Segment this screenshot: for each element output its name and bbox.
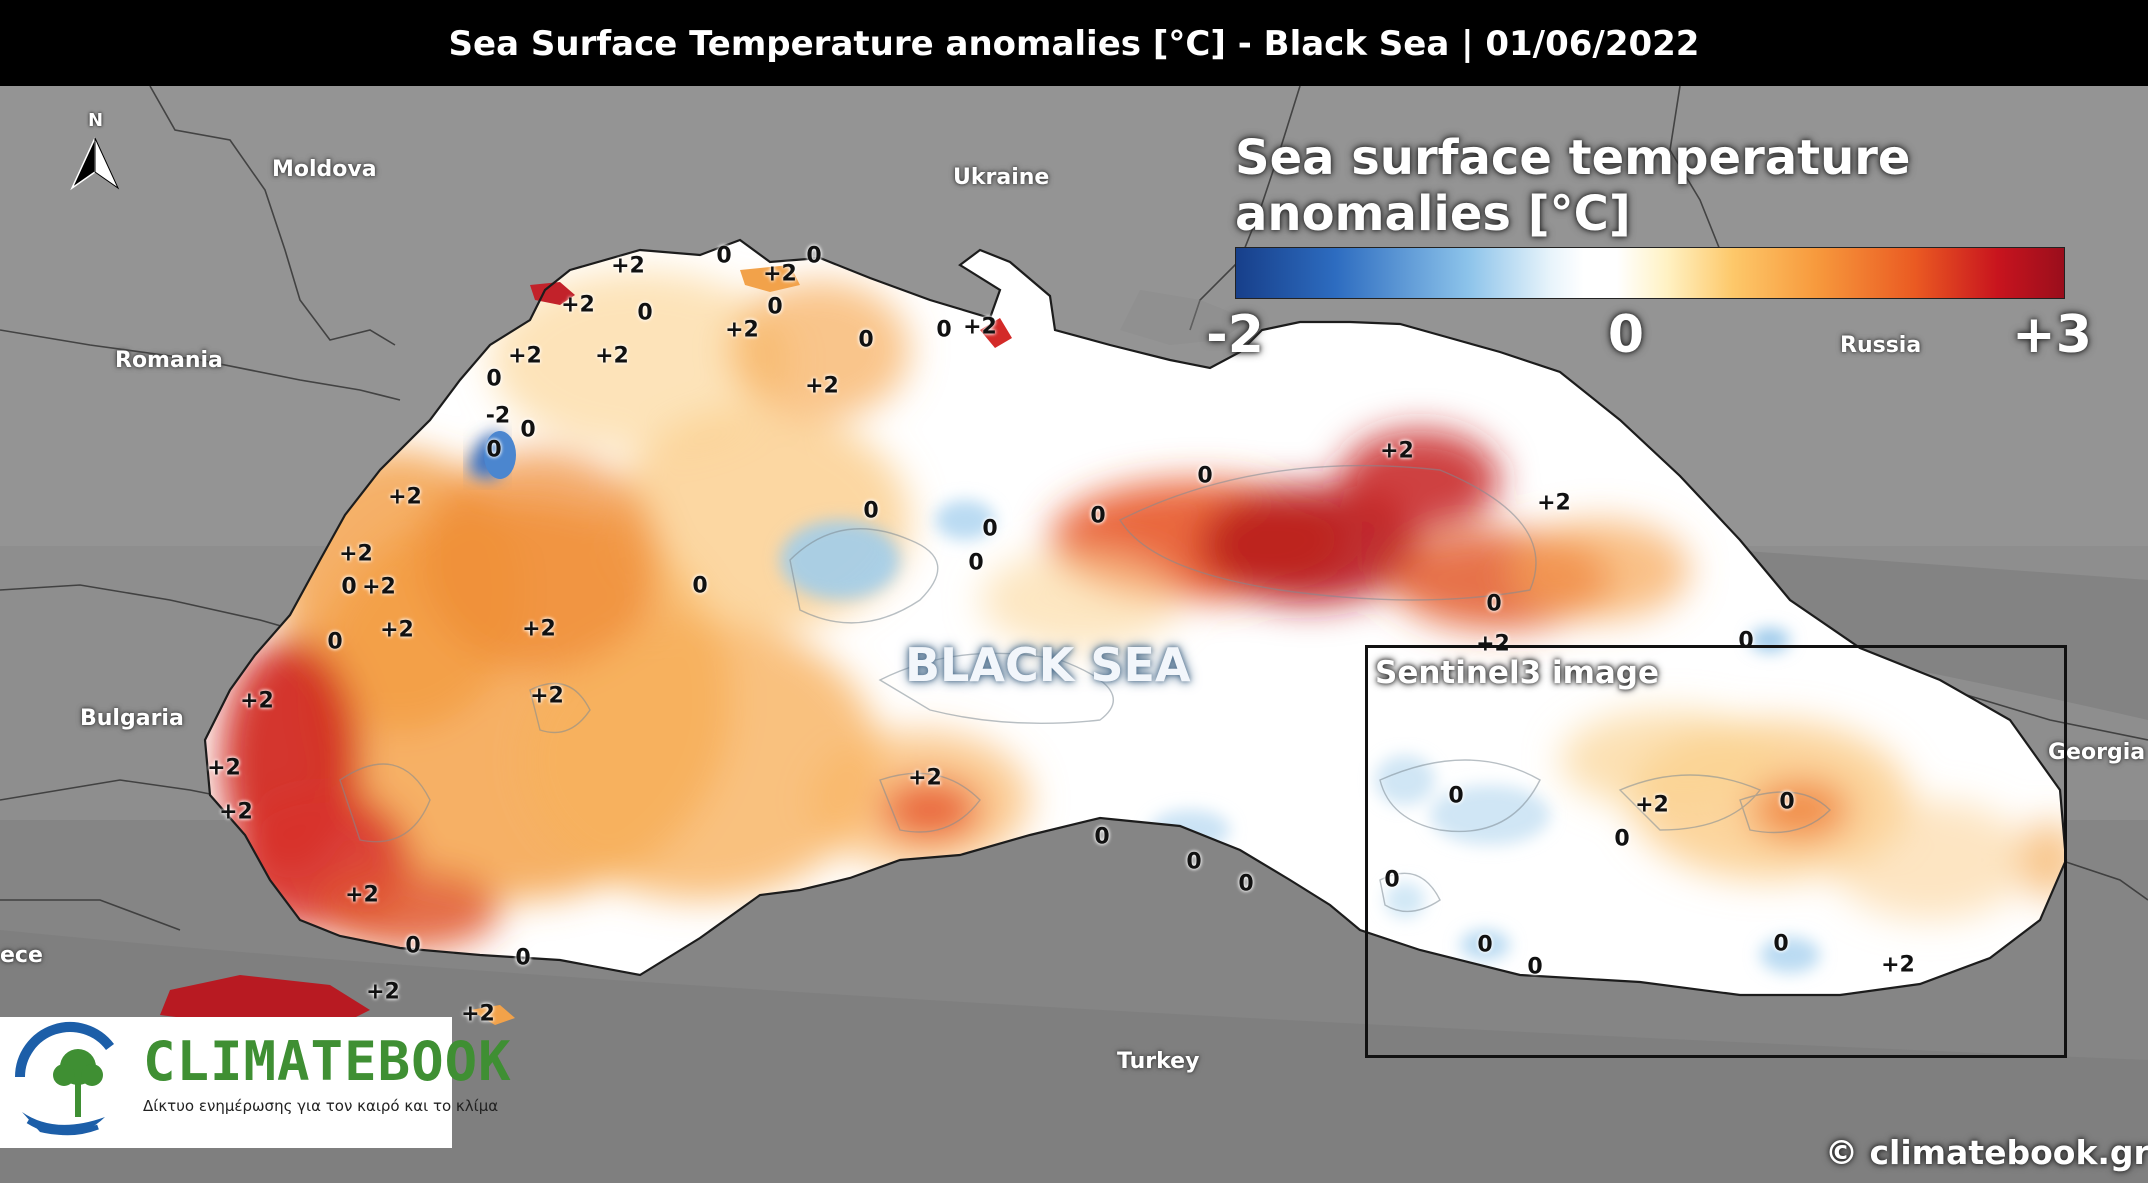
sentinel3-inset-frame — [1365, 645, 2067, 1058]
contour-label: +2 — [1881, 952, 1915, 978]
contour-label: +2 — [763, 261, 797, 287]
sentinel3-inset-label: Sentinel3 image — [1375, 655, 1660, 691]
contour-label: +2 — [1380, 438, 1414, 464]
contour-label: 0 — [1090, 503, 1106, 529]
contour-label: +2 — [366, 979, 400, 1005]
contour-label: +2 — [388, 484, 422, 510]
contour-label: +2 — [908, 765, 942, 791]
contour-label: 0 — [1477, 932, 1493, 958]
country-label-russia: Russia — [1840, 333, 1922, 358]
legend-colorbar — [1235, 247, 2065, 299]
contour-label: +2 — [522, 616, 556, 642]
contour-label: 0 — [1614, 826, 1630, 852]
contour-label: +2 — [611, 253, 645, 279]
legend-title-line1: Sea surface temperature — [1235, 130, 1911, 186]
country-label-ukraine: Ukraine — [953, 165, 1050, 190]
contour-label: 0 — [486, 437, 502, 463]
contour-label: 0 — [520, 417, 536, 443]
page-title: Sea Surface Temperature anomalies [°C] -… — [0, 0, 2148, 86]
climatebook-logo — [0, 1017, 452, 1148]
contour-label: 0 — [806, 243, 822, 269]
contour-label: +2 — [963, 314, 997, 340]
contour-label: 0 — [858, 327, 874, 353]
country-label-romania: Romania — [115, 348, 223, 373]
contour-label: +2 — [595, 343, 629, 369]
sea-of-azov — [1120, 290, 1250, 345]
contour-label: -2 — [485, 403, 511, 429]
sea-label: BLACK SEA — [905, 638, 1191, 692]
contour-label: 0 — [716, 243, 732, 269]
contour-label: 0 — [515, 945, 531, 971]
contour-label: 0 — [1384, 867, 1400, 893]
contour-label: 0 — [1486, 591, 1502, 617]
contour-label: 0 — [1779, 789, 1795, 815]
north-arrow-icon — [70, 137, 120, 191]
contour-label: 0 — [405, 933, 421, 959]
country-label-moldova: Moldova — [272, 157, 377, 182]
contour-label: 0 — [1238, 871, 1254, 897]
contour-label: 0 — [1448, 783, 1464, 809]
contour-label: +2 — [725, 317, 759, 343]
contour-label: 0 — [1773, 931, 1789, 957]
country-label-bulgaria: Bulgaria — [80, 706, 184, 731]
contour-label: 0 — [1094, 824, 1110, 850]
north-letter: N — [88, 110, 104, 131]
contour-label: +2 — [362, 574, 396, 600]
contour-label: +2 — [1537, 490, 1571, 516]
contour-label: +2 — [530, 683, 564, 709]
contour-label: 0 — [327, 629, 343, 655]
contour-label: 0 — [767, 294, 783, 320]
country-label-turkey: Turkey — [1117, 1049, 1200, 1074]
legend-tick-max: +3 — [2012, 305, 2092, 365]
contour-label: +2 — [1476, 631, 1510, 657]
legend-title: Sea surface temperature anomalies [°C] — [1235, 130, 1910, 242]
contour-label: 0 — [863, 498, 879, 524]
contour-label: +2 — [207, 755, 241, 781]
legend-tick-zero: 0 — [1607, 305, 1645, 365]
contour-label: +2 — [1635, 792, 1669, 818]
contour-label: 0 — [1197, 463, 1213, 489]
contour-label: +2 — [219, 799, 253, 825]
contour-label: 0 — [1527, 954, 1543, 980]
contour-label: +2 — [805, 373, 839, 399]
contour-label: 0 — [637, 300, 653, 326]
country-label-greece: ece — [0, 943, 43, 968]
legend-title-line2: anomalies [°C] — [1235, 186, 1631, 242]
legend-tick-min: -2 — [1206, 305, 1264, 365]
contour-label: 0 — [1186, 849, 1202, 875]
copyright-notice: © climatebook.gr — [1825, 1133, 2148, 1172]
tree-wave-logo-icon — [15, 1022, 114, 1136]
logo-tagline: Δίκτυο ενημέρωσης για τον καιρό και το κ… — [143, 1097, 499, 1115]
contour-label: +2 — [561, 292, 595, 318]
contour-label: +2 — [380, 617, 414, 643]
contour-label: 0 — [341, 574, 357, 600]
contour-label: +2 — [240, 688, 274, 714]
contour-label: +2 — [461, 1001, 495, 1027]
contour-label: +2 — [345, 882, 379, 908]
coastline — [203, 238, 2068, 997]
contour-label: 0 — [982, 516, 998, 542]
contour-label: 0 — [968, 550, 984, 576]
logo-name: CLIMATEBOOK — [143, 1030, 512, 1093]
contour-label: 0 — [936, 317, 952, 343]
contour-label: 0 — [486, 366, 502, 392]
contour-label: 0 — [692, 573, 708, 599]
contour-label: +2 — [508, 343, 542, 369]
contour-label: +2 — [339, 541, 373, 567]
